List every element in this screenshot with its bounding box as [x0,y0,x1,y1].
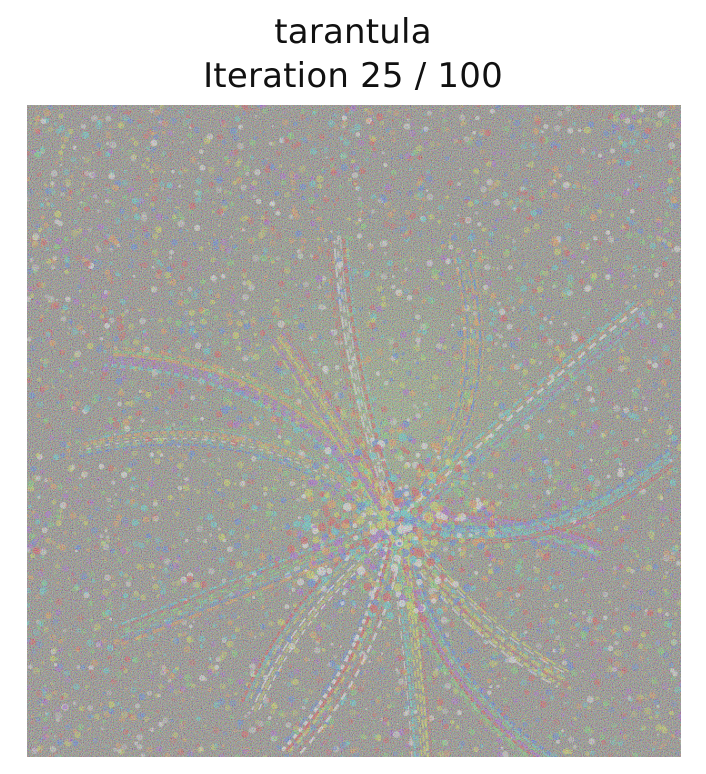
generated-image [27,105,681,757]
figure-title: tarantula [274,12,432,52]
iteration-counter: Iteration 25 / 100 [203,56,503,96]
figure-title-block: tarantula Iteration 25 / 100 [0,10,706,98]
noise-texture-image [27,105,681,757]
